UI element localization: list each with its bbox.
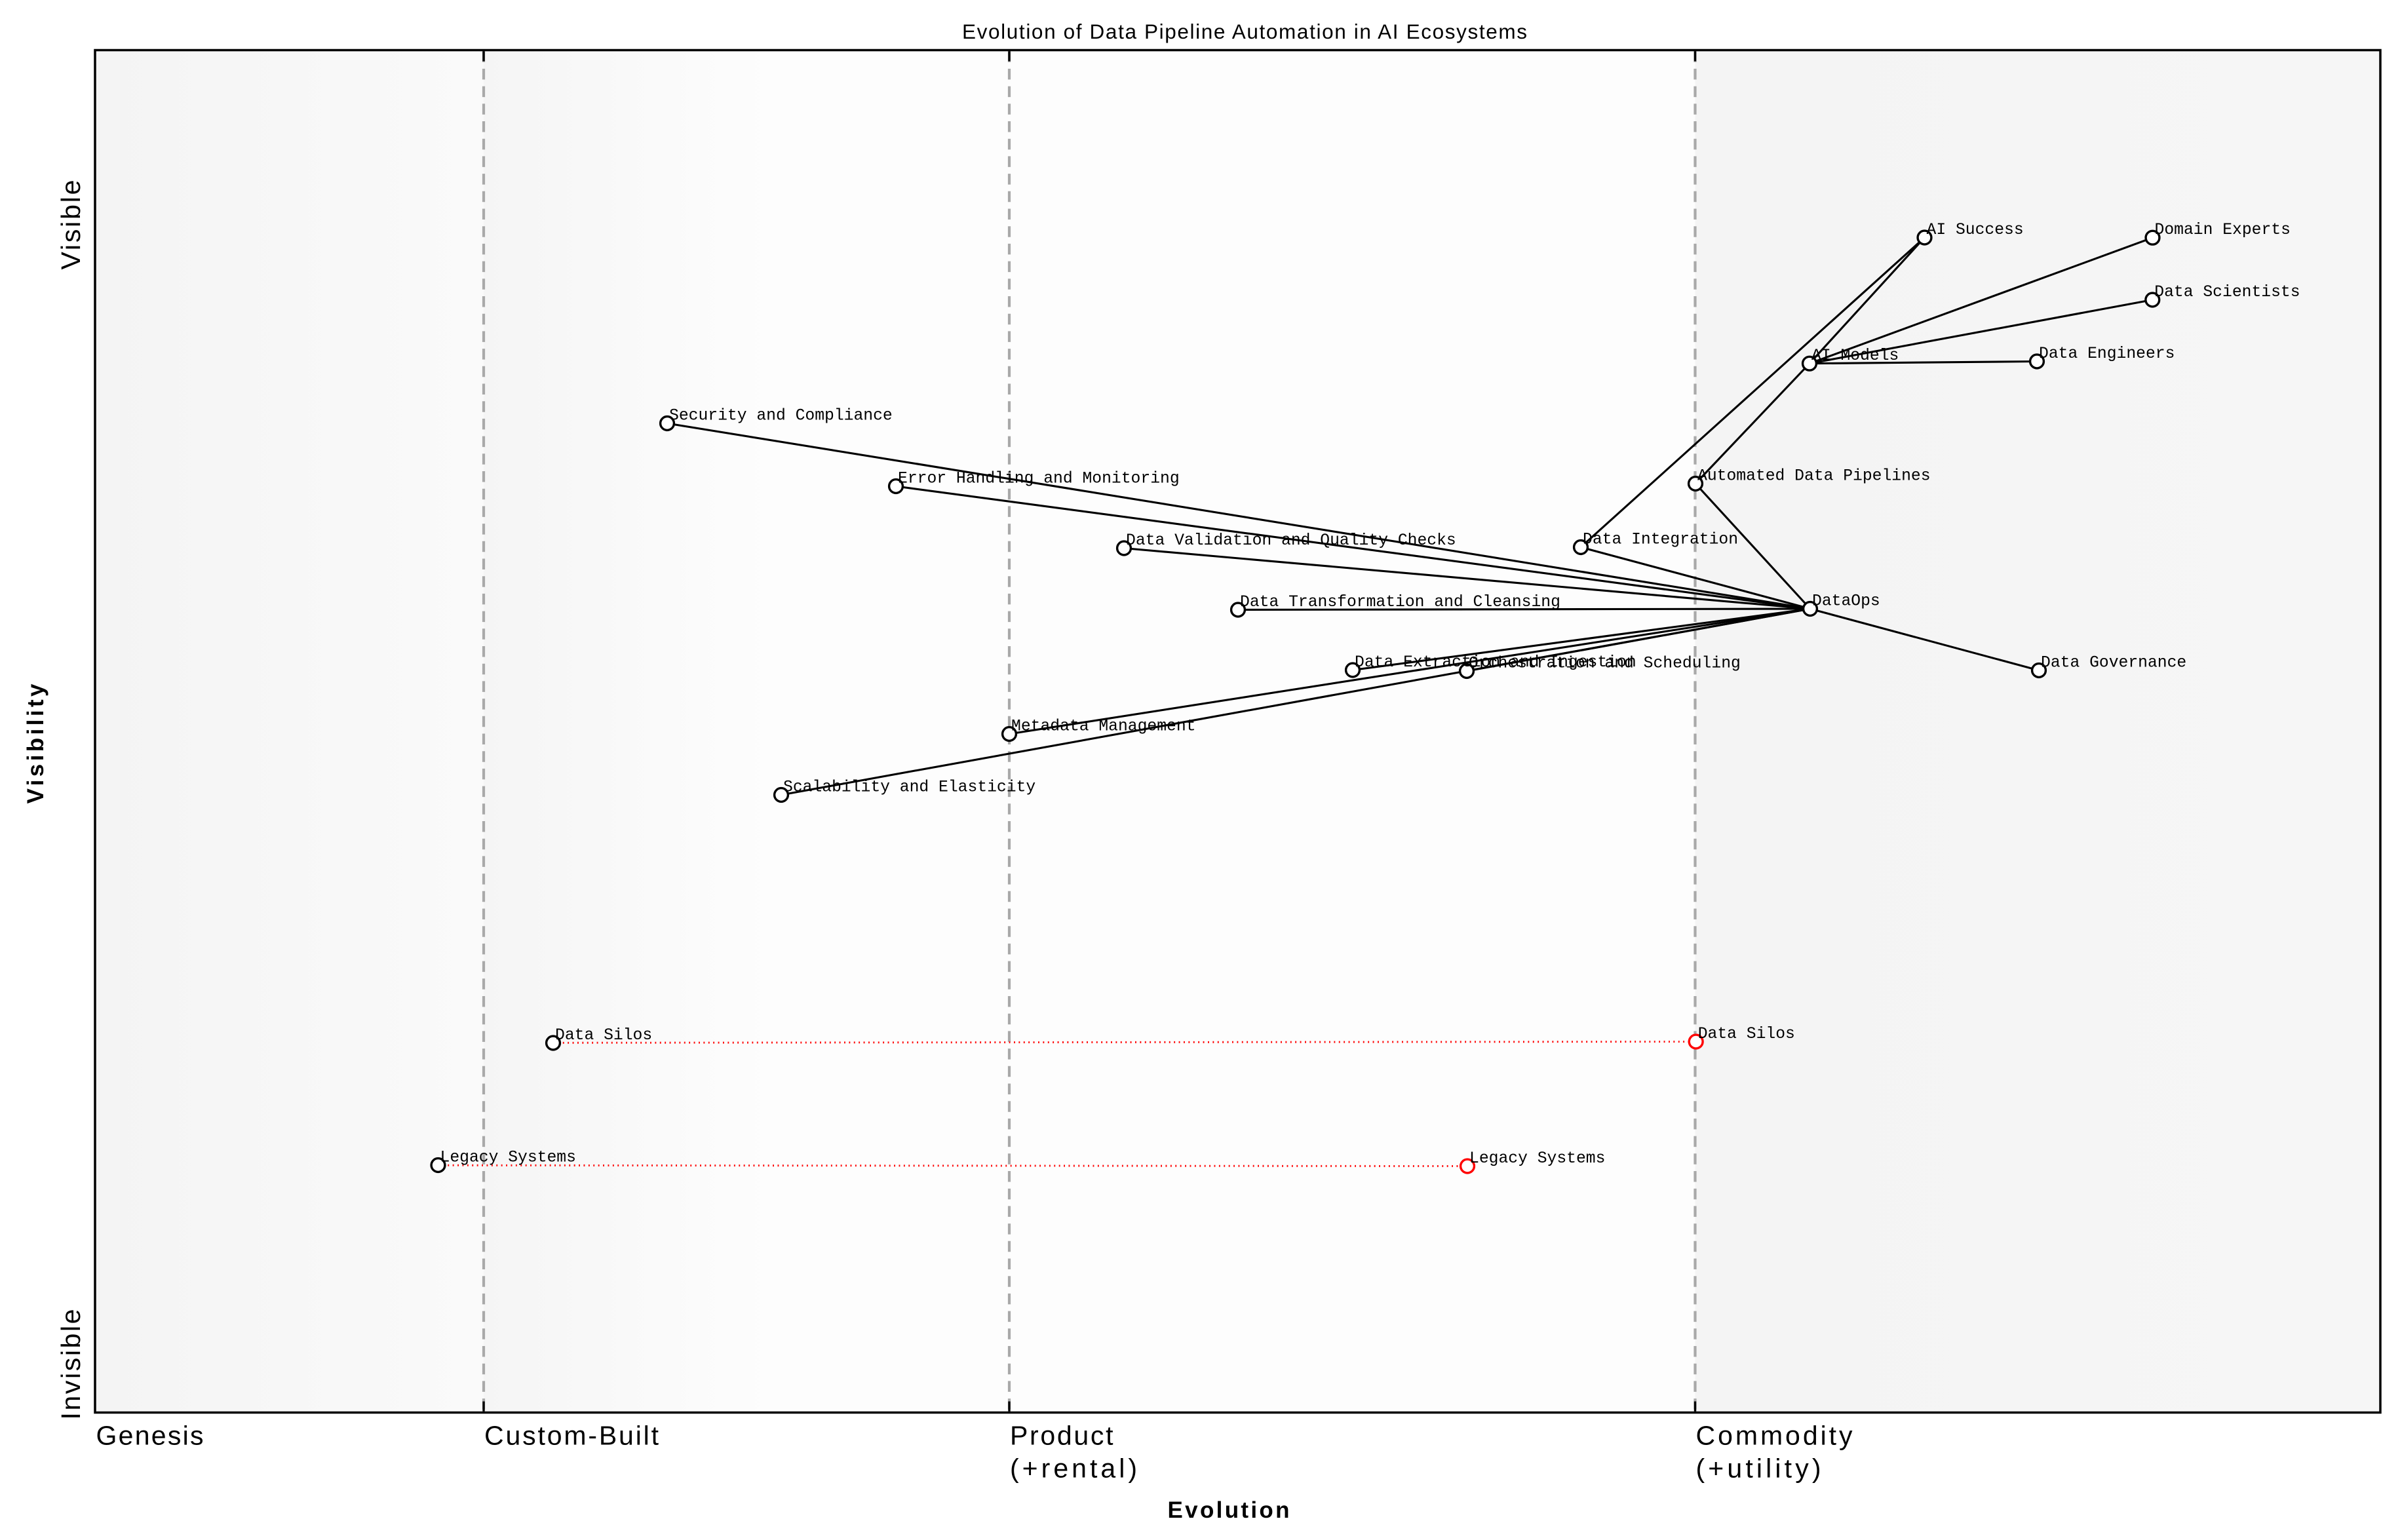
svg-text:Legacy Systems: Legacy Systems	[440, 1149, 576, 1167]
svg-text:Scalability and Elasticity: Scalability and Elasticity	[783, 779, 1035, 797]
svg-text:Product: Product	[1010, 1421, 1113, 1451]
svg-text:Data Scientists: Data Scientists	[2154, 283, 2300, 301]
svg-text:Data Governance: Data Governance	[2041, 654, 2186, 672]
svg-text:Data Validation and Quality Ch: Data Validation and Quality Checks	[1126, 531, 1456, 550]
svg-text:Evolution of Data Pipeline Aut: Evolution of Data Pipeline Automation in…	[962, 20, 1527, 43]
svg-text:Custom-Built: Custom-Built	[484, 1421, 659, 1451]
svg-text:Domain Experts: Domain Experts	[2155, 221, 2291, 239]
svg-text:Legacy Systems: Legacy Systems	[1469, 1149, 1605, 1168]
svg-text:Security and Compliance: Security and Compliance	[669, 407, 893, 425]
svg-text:(+utility): (+utility)	[1696, 1453, 1821, 1484]
svg-text:AI Success: AI Success	[1927, 221, 2024, 239]
svg-text:Data Transformation and Cleans: Data Transformation and Cleansing	[1240, 593, 1560, 611]
svg-text:Visibility: Visibility	[23, 683, 48, 804]
svg-text:Automated Data Pipelines: Automated Data Pipelines	[1697, 467, 1931, 486]
svg-text:Data Engineers: Data Engineers	[2039, 345, 2175, 363]
svg-text:Error Handling and Monitoring: Error Handling and Monitoring	[898, 470, 1180, 488]
svg-text:Orchestration and Scheduling: Orchestration and Scheduling	[1469, 655, 1741, 673]
svg-text:Data Silos: Data Silos	[1698, 1025, 1795, 1043]
svg-text:AI Models: AI Models	[1811, 347, 1899, 365]
svg-text:Metadata Management: Metadata Management	[1011, 718, 1195, 736]
svg-text:Evolution: Evolution	[1168, 1497, 1290, 1523]
svg-text:Data Integration: Data Integration	[1583, 531, 1738, 549]
svg-text:Data Extraction and Ingestion: Data Extraction and Ingestion	[1355, 653, 1636, 672]
svg-text:Visible: Visible	[56, 180, 86, 270]
svg-text:Genesis: Genesis	[96, 1421, 204, 1451]
svg-text:DataOps: DataOps	[1812, 592, 1880, 611]
svg-text:Data Silos: Data Silos	[555, 1026, 652, 1045]
svg-text:Commodity: Commodity	[1696, 1421, 1853, 1451]
svg-text:Invisible: Invisible	[56, 1309, 86, 1420]
